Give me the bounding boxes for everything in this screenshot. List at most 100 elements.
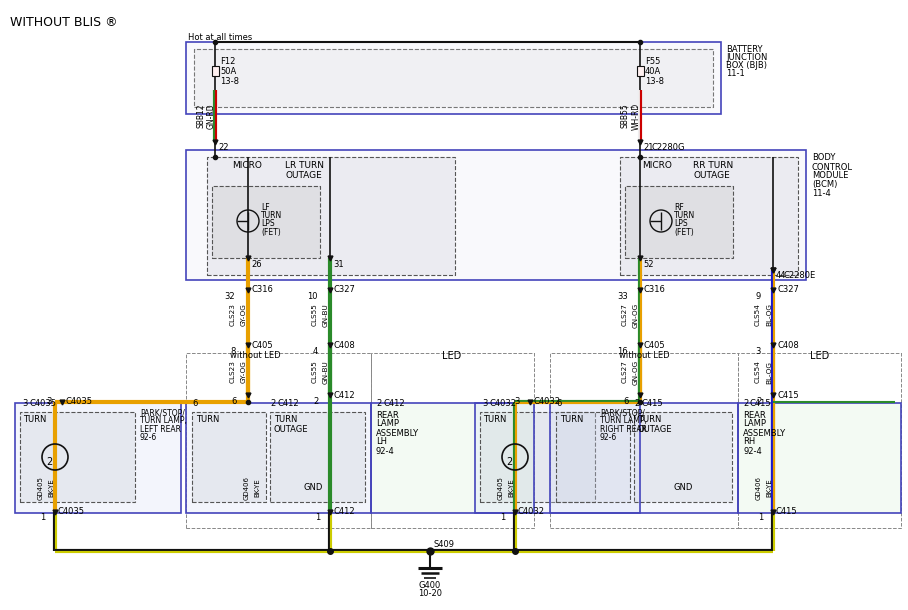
Text: LH: LH: [376, 437, 387, 447]
Bar: [371, 403, 534, 513]
Text: C327: C327: [777, 285, 799, 295]
Text: 2: 2: [506, 457, 512, 467]
Text: CLS27: CLS27: [622, 361, 628, 384]
Bar: [625, 186, 733, 258]
Text: TURN: TURN: [261, 212, 282, 220]
Text: 40A: 40A: [645, 68, 661, 76]
Text: C4032: C4032: [533, 398, 560, 406]
Text: GND: GND: [303, 484, 322, 492]
Text: TURN: TURN: [23, 415, 46, 425]
Text: S409: S409: [433, 540, 454, 549]
Text: 92-4: 92-4: [743, 447, 762, 456]
Bar: [186, 150, 806, 280]
Text: RH: RH: [743, 437, 755, 447]
Bar: [625, 186, 733, 258]
Bar: [475, 403, 640, 513]
Text: 6: 6: [232, 397, 237, 406]
Text: TURN: TURN: [483, 415, 507, 425]
Text: OUTAGE: OUTAGE: [274, 426, 309, 434]
Text: LPS: LPS: [261, 220, 274, 229]
Text: CLS23: CLS23: [230, 361, 236, 384]
Bar: [207, 157, 455, 275]
Text: 26: 26: [251, 260, 262, 269]
Text: (FET): (FET): [261, 228, 281, 237]
Text: C4035: C4035: [65, 398, 92, 406]
Text: ASSEMBLY: ASSEMBLY: [743, 428, 786, 437]
Text: F55: F55: [645, 57, 660, 66]
Text: GN-RD: GN-RD: [207, 103, 216, 129]
Text: TURN LAMP,: TURN LAMP,: [600, 417, 646, 426]
Text: TURN: TURN: [196, 415, 220, 425]
Text: 2: 2: [743, 400, 748, 409]
Bar: [186, 42, 721, 114]
Bar: [620, 157, 798, 275]
Text: CLS54: CLS54: [755, 361, 761, 384]
Text: GD406: GD406: [756, 476, 762, 500]
Text: C412: C412: [278, 400, 300, 409]
Text: BODY: BODY: [812, 154, 835, 162]
Text: RF: RF: [674, 204, 684, 212]
Text: (BCM): (BCM): [812, 181, 837, 190]
Text: C412: C412: [383, 400, 405, 409]
Text: TURN: TURN: [560, 415, 583, 425]
Text: BK-YE: BK-YE: [508, 479, 514, 497]
Text: CONTROL: CONTROL: [812, 162, 853, 171]
Text: 6: 6: [192, 400, 197, 409]
Text: 3: 3: [755, 347, 761, 356]
Text: 31: 31: [333, 260, 343, 269]
Text: REAR: REAR: [376, 411, 399, 420]
Text: TURN: TURN: [674, 212, 696, 220]
Text: BK-YE: BK-YE: [48, 479, 54, 497]
Text: C405: C405: [644, 340, 666, 350]
Text: PARK/STOP/: PARK/STOP/: [140, 409, 185, 417]
Bar: [20, 412, 135, 502]
Text: MICRO: MICRO: [232, 162, 262, 171]
Text: ASSEMBLY: ASSEMBLY: [376, 428, 419, 437]
Text: 9: 9: [755, 292, 761, 301]
Text: 13-8: 13-8: [220, 76, 239, 85]
Text: C4032: C4032: [490, 400, 517, 409]
Text: 8: 8: [231, 347, 236, 356]
Text: F12: F12: [220, 57, 235, 66]
Bar: [212, 66, 219, 76]
Text: 13-8: 13-8: [645, 76, 664, 85]
Text: CLS23: CLS23: [230, 304, 236, 326]
Bar: [738, 403, 901, 513]
Text: 1: 1: [758, 513, 763, 522]
Text: 11-1: 11-1: [726, 70, 745, 79]
Text: 50A: 50A: [220, 68, 236, 76]
Text: 22: 22: [218, 143, 229, 152]
Bar: [550, 403, 738, 513]
Bar: [207, 157, 455, 275]
Text: GY-OG: GY-OG: [241, 361, 247, 384]
Text: 1: 1: [315, 513, 320, 522]
Text: C415: C415: [642, 400, 664, 409]
Bar: [192, 412, 266, 502]
Bar: [738, 353, 901, 528]
Text: GN-OG: GN-OG: [633, 303, 639, 328]
Bar: [212, 186, 320, 258]
Text: 3: 3: [482, 400, 488, 409]
Text: GD405: GD405: [38, 476, 44, 500]
Bar: [475, 403, 640, 513]
Text: 11-4: 11-4: [812, 190, 831, 198]
Text: GY-OG: GY-OG: [241, 304, 247, 326]
Text: 10-20: 10-20: [418, 589, 442, 598]
Bar: [186, 403, 371, 513]
Text: REAR: REAR: [743, 411, 765, 420]
Text: C4035: C4035: [30, 400, 57, 409]
Text: GN-OG: GN-OG: [633, 359, 639, 385]
Text: BATTERY: BATTERY: [726, 46, 763, 54]
Bar: [270, 412, 365, 502]
Bar: [186, 42, 721, 114]
Bar: [371, 403, 534, 513]
Text: G400: G400: [419, 581, 441, 589]
Text: 2: 2: [634, 400, 639, 409]
Text: LEFT REAR: LEFT REAR: [140, 425, 181, 434]
Text: TURN: TURN: [638, 415, 661, 425]
Text: without LED: without LED: [618, 351, 669, 361]
Bar: [186, 403, 371, 513]
Text: GN-BU: GN-BU: [323, 360, 329, 384]
Text: LPS: LPS: [674, 220, 687, 229]
Text: RIGHT REAR: RIGHT REAR: [600, 425, 647, 434]
